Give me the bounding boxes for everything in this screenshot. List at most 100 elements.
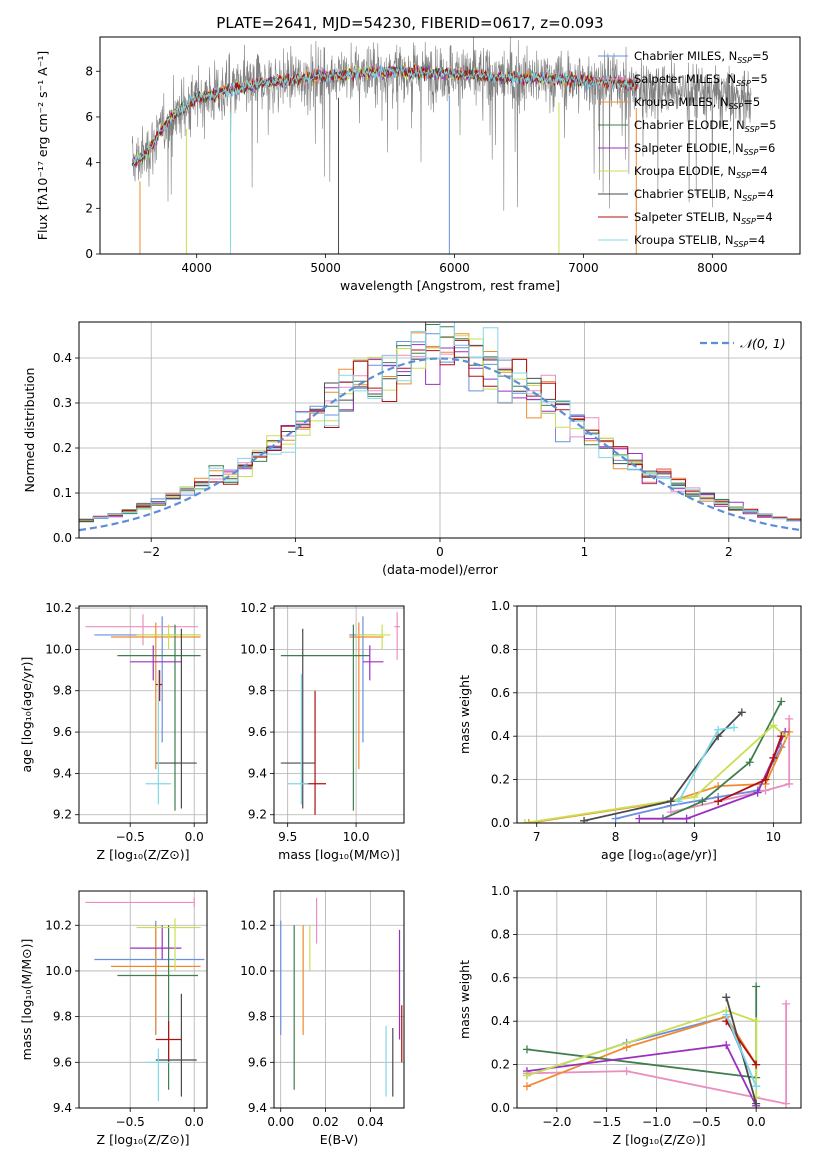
y-tick-label: 10.0 xyxy=(45,964,72,978)
legend: 𝒩(0, 1) xyxy=(700,336,786,351)
x-tick-label: 10 xyxy=(766,830,781,844)
y-tick-label: 9.4 xyxy=(248,766,267,780)
series-line-kroupa_elodie xyxy=(526,1009,758,1098)
y-axis-label: Normed distribution xyxy=(22,368,37,493)
y-tick-label: 0.2 xyxy=(491,1058,510,1072)
x-tick-label: 4000 xyxy=(181,261,212,275)
axes-frame xyxy=(273,605,405,824)
series-marker-salpeter_stelib xyxy=(714,797,723,806)
plot-area xyxy=(85,897,205,1102)
y-tick-label: 9.8 xyxy=(248,1010,267,1024)
plot-area xyxy=(280,897,403,1097)
legend-label-chabrier_elodie: Chabrier ELODIE, NSSP=5 xyxy=(634,118,776,134)
x-tick-label: −1.0 xyxy=(642,1115,671,1129)
x-axis-label: E(B-V) xyxy=(320,1132,359,1147)
series-marker-salpeter_elodie xyxy=(635,814,644,823)
legend-label-sub: SSP xyxy=(744,148,759,157)
y-tick-label: 10.0 xyxy=(240,642,267,656)
x-tick-label: 2 xyxy=(725,545,733,559)
legend-label-text: Kroupa ELODIE, N xyxy=(634,164,736,178)
y-tick-label: 0 xyxy=(85,247,93,261)
chart-mass_vs_Z: −0.5 0.0 9.4 9.6 9.8 10.0 10.2 Z [log₁₀(Z/Z⊙)] m… xyxy=(19,890,208,1147)
x-axis-label: age [log₁₀(age/yr)] xyxy=(601,847,717,862)
legend-label-kroupa_stelib: Kroupa STELIB, NSSP=4 xyxy=(634,233,765,249)
y-tick-label: 9.2 xyxy=(53,808,72,822)
series-marker-salpeter_elodie xyxy=(722,1041,731,1050)
y-axis-label: age [log₁₀(age/yr)] xyxy=(19,657,34,773)
legend-label-text: Chabrier ELODIE, N xyxy=(634,118,745,132)
series-line-kroupa_elodie xyxy=(524,724,786,823)
chart-massweight_vs_age: 7 8 9 10 0.0 0.2 0.4 0.6 0.8 1.0 age [log₁₀(age/yr… xyxy=(457,599,802,862)
axes-frame xyxy=(516,605,802,824)
hist-step-salpeter_stelib xyxy=(79,339,801,520)
axes-frame xyxy=(516,890,802,1109)
plot-area xyxy=(131,37,752,254)
plot-area xyxy=(280,612,400,815)
series-marker-chabrier_elodie xyxy=(752,982,761,991)
series-marker-kroupa_miles xyxy=(522,1082,531,1091)
series-marker-salpeter_miles xyxy=(785,714,794,723)
x-tick-label: −1 xyxy=(287,545,305,559)
x-tick-label: 9 xyxy=(691,830,699,844)
x-axis-label: (data-model)/error xyxy=(382,562,499,577)
legend-label-suffix: =5 xyxy=(760,118,777,132)
series-marker-chabrier_stelib xyxy=(722,993,731,1002)
y-tick-label: 10.2 xyxy=(240,601,267,615)
legend-label-chabrier_stelib: Chabrier STELIB, NSSP=4 xyxy=(634,187,774,203)
legend-label-suffix: =5 xyxy=(743,95,760,109)
legend-label-sub: SSP xyxy=(736,79,751,88)
y-tick-label: 1.0 xyxy=(491,599,510,613)
x-axis-label: Z [log₁₀(Z/Z⊙)] xyxy=(613,1132,706,1147)
series-marker-chabrier_stelib xyxy=(580,816,589,823)
y-tick-label: 0.4 xyxy=(53,351,72,365)
x-tick-label: 0.04 xyxy=(357,1115,384,1129)
y-tick-label: 9.4 xyxy=(53,766,72,780)
hist-step-kroupa_stelib xyxy=(79,322,801,522)
series-marker-salpeter_stelib xyxy=(752,1060,761,1069)
y-tick-label: 0.4 xyxy=(491,729,510,743)
y-tick-label: 10.0 xyxy=(240,964,267,978)
legend-label-suffix: =4 xyxy=(757,187,774,201)
series-line-salpeter_miles xyxy=(526,1003,787,1105)
y-tick-label: 9.2 xyxy=(248,808,267,822)
legend-label-text: Salpeter STELIB, N xyxy=(634,210,741,224)
chart-massweight_vs_Z: −2.0 −1.5 −1.0 −0.5 0.0 0.0 0.2 0.4 0.6 0.8 1.0 Z [… xyxy=(457,884,802,1147)
series-marker-kroupa_stelib xyxy=(752,1082,761,1091)
y-axis-label: mass weight xyxy=(457,675,472,754)
legend-label-suffix: =5 xyxy=(752,49,769,63)
series-marker-kroupa_elodie xyxy=(752,1017,761,1026)
series-marker-chabrier_elodie xyxy=(698,797,707,806)
chart-age_vs_mass: 9.5 10.0 9.2 9.4 9.6 9.8 10.0 10.2 mass [log₁₀(M… xyxy=(240,601,405,862)
y-tick-label: 0.1 xyxy=(53,486,72,500)
x-tick-label: 6000 xyxy=(439,261,470,275)
normal-curve xyxy=(79,357,801,532)
y-tick-label: 0.0 xyxy=(491,1101,510,1115)
series-marker-kroupa_stelib xyxy=(729,723,738,732)
series-marker-salpeter_stelib xyxy=(761,775,770,784)
y-tick-label: 6 xyxy=(85,110,93,124)
series-marker-salpeter_miles xyxy=(622,1067,631,1076)
chart-title: PLATE=2641, MJD=54230, FIBERID=0617, z=0… xyxy=(216,14,603,32)
chart-spectrum: 4000 5000 6000 7000 8000 0 2 4 6 8 wavelength [Ang… xyxy=(35,14,801,293)
legend-label-kroupa_elodie: Kroupa ELODIE, NSSP=4 xyxy=(634,164,768,180)
x-tick-label: 8000 xyxy=(697,261,728,275)
y-tick-label: 0.3 xyxy=(53,396,72,410)
y-tick-label: 9.6 xyxy=(248,1055,267,1069)
x-axis-label: Z [log₁₀(Z/Z⊙)] xyxy=(97,847,190,862)
chart-residuals: −2 −1 0 1 2 0.0 0.1 0.2 0.3 0.4 (data-model)/error… xyxy=(22,321,802,577)
chart-age_vs_Z: −0.5 0.0 9.2 9.4 9.6 9.8 10.0 10.2 Z [log₁₀(Z/Z⊙… xyxy=(19,601,208,862)
x-tick-label: 10.0 xyxy=(343,830,370,844)
legend-label-sub: SSP xyxy=(729,102,744,111)
legend-label-text: Salpeter ELODIE, N xyxy=(634,141,744,155)
series-marker-chabrier_elodie xyxy=(522,1045,531,1054)
x-tick-label: −0.5 xyxy=(692,1115,721,1129)
legend-label-kroupa_miles: Kroupa MILES, NSSP=5 xyxy=(634,95,760,111)
x-tick-label: 8 xyxy=(612,830,620,844)
series-marker-salpeter_miles xyxy=(782,999,791,1008)
y-tick-label: 9.6 xyxy=(53,725,72,739)
y-tick-label: 0.2 xyxy=(491,773,510,787)
plot-area xyxy=(522,982,791,1108)
x-tick-label: 9.5 xyxy=(278,830,297,844)
y-tick-label: 9.8 xyxy=(248,684,267,698)
